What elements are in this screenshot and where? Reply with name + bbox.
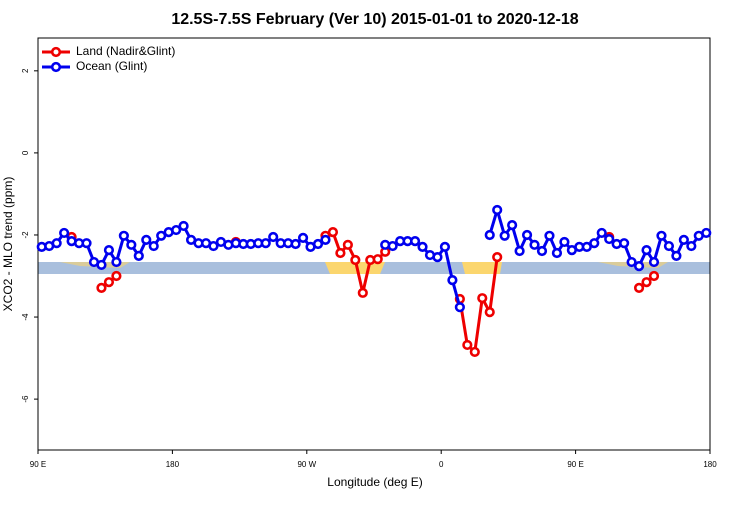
data-point <box>439 241 451 252</box>
y-tick-label: -4 <box>21 313 30 321</box>
data-point <box>701 227 712 239</box>
data-point <box>514 245 525 257</box>
data-point <box>484 307 495 318</box>
data-point <box>507 220 518 231</box>
data-point <box>492 204 503 216</box>
data-point <box>656 230 667 241</box>
data-point <box>96 259 107 271</box>
data-point <box>357 287 368 298</box>
data-point <box>432 252 443 263</box>
data-point <box>409 236 421 247</box>
legend-marker <box>50 61 62 73</box>
data-point <box>484 229 495 241</box>
x-tick-label: 180 <box>166 460 180 469</box>
data-point <box>551 247 563 259</box>
x-axis-label: Longitude (deg E) <box>327 475 422 489</box>
data-point <box>327 226 339 238</box>
data-point <box>141 234 152 245</box>
data-point <box>350 254 361 266</box>
land-strip <box>462 262 502 274</box>
x-tick-label: 180 <box>703 460 717 469</box>
data-point <box>469 346 480 358</box>
data-point <box>671 250 682 262</box>
x-tick-label: 90 E <box>30 460 46 469</box>
y-tick-label: 2 <box>21 68 30 73</box>
data-point <box>633 261 645 272</box>
data-point <box>51 238 62 249</box>
data-point <box>477 293 488 304</box>
x-tick-label: 90 W <box>297 460 316 469</box>
legend-marker <box>50 46 62 58</box>
data-point <box>290 238 301 250</box>
data-point <box>148 240 159 252</box>
data-point <box>335 247 346 259</box>
data-point <box>454 302 465 313</box>
data-point <box>521 229 533 241</box>
data-point <box>387 240 398 252</box>
data-point <box>686 240 697 252</box>
data-point <box>641 245 652 256</box>
data-point <box>171 224 182 236</box>
data-point <box>678 234 689 245</box>
data-point <box>320 234 331 245</box>
data-point <box>372 254 383 265</box>
data-point <box>312 238 324 250</box>
y-tick-label: -6 <box>21 395 30 403</box>
data-point <box>536 245 548 257</box>
y-axis-label: XCO2 - MLO trend (ppm) <box>1 177 15 312</box>
data-point <box>581 241 592 252</box>
data-point <box>596 227 607 239</box>
data-point <box>178 220 189 232</box>
data-point <box>462 339 473 351</box>
data-point <box>81 238 92 249</box>
x-tick-label: 90 E <box>567 460 583 469</box>
data-point <box>111 256 122 268</box>
data-point <box>559 236 570 248</box>
data-point <box>103 277 115 288</box>
data-point <box>641 277 652 288</box>
data-point <box>59 227 70 239</box>
data-point <box>447 275 458 286</box>
legend-label: Ocean (Glint) <box>76 59 147 73</box>
data-point <box>118 230 129 241</box>
data-point <box>260 238 271 249</box>
data-point <box>663 240 675 252</box>
data-point <box>544 230 555 241</box>
map-strip <box>38 262 710 274</box>
data-point <box>626 256 637 268</box>
data-point <box>648 270 660 282</box>
x-tick-label: 0 <box>439 460 444 469</box>
y-tick-label: 0 <box>21 150 30 155</box>
data-point <box>96 282 107 294</box>
data-point <box>208 240 219 252</box>
chart-title: 12.5S-7.5S February (Ver 10) 2015-01-01 … <box>171 11 578 28</box>
data-point <box>133 250 144 262</box>
data-point <box>492 252 503 263</box>
data-point <box>499 230 510 241</box>
data-point <box>103 245 115 256</box>
legend-label: Land (Nadir&Glint) <box>76 44 175 58</box>
data-point <box>297 232 309 243</box>
data-point <box>633 282 645 294</box>
data-point <box>111 270 122 282</box>
data-point <box>268 231 279 243</box>
y-tick-label: -2 <box>21 231 30 239</box>
data-point <box>619 238 630 249</box>
data-point <box>604 233 615 245</box>
data-point <box>126 239 137 250</box>
data-point <box>529 239 540 250</box>
data-point <box>589 238 600 249</box>
data-point <box>156 230 167 241</box>
data-point <box>417 241 428 252</box>
data-point <box>342 239 353 250</box>
data-point <box>648 256 660 268</box>
